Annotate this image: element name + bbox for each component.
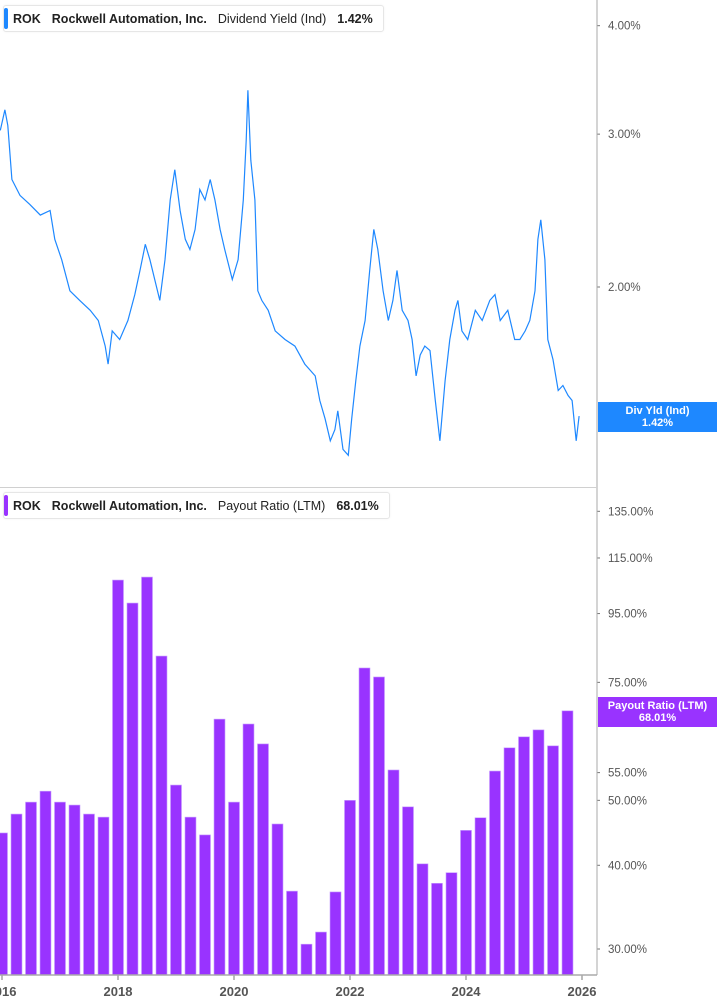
- payout-bar: [402, 806, 414, 976]
- tag-label: Div Yld (Ind): [625, 405, 690, 417]
- payout-bar: [54, 801, 66, 976]
- payout-bar: [141, 576, 153, 976]
- x-tick-label: 2016: [0, 984, 16, 999]
- dividend-yield-legend[interactable]: ROK Rockwell Automation, Inc. Dividend Y…: [3, 5, 384, 32]
- dividend-yield-last-value-tag: Div Yld (Ind) 1.42%: [598, 402, 717, 432]
- payout-bar: [460, 830, 472, 976]
- payout-bar: [170, 784, 182, 976]
- metric-value: 68.01%: [336, 498, 379, 513]
- x-tick-label: 2026: [568, 984, 597, 999]
- payout-bar: [112, 579, 124, 976]
- company-name: Rockwell Automation, Inc.: [51, 498, 207, 513]
- payout-bar: [358, 667, 371, 976]
- y-tick-label: 40.00%: [608, 860, 647, 872]
- payout-bar: [213, 718, 226, 976]
- tag-label: Payout Ratio (LTM): [607, 700, 708, 712]
- metric-name: Dividend Yield (Ind): [217, 11, 327, 26]
- payout-bar: [489, 770, 501, 976]
- payout-bar: [474, 817, 487, 976]
- x-tick-label: 2020: [220, 984, 249, 999]
- y-tick-label: 115.00%: [608, 553, 653, 565]
- tag-value: 1.42%: [641, 417, 674, 429]
- payout-bar: [416, 863, 429, 976]
- payout-ratio-last-value-tag: Payout Ratio (LTM) 68.01%: [598, 697, 717, 727]
- payout-ratio-panel: 135.00% 115.00% 95.00% 75.00% 55.00% 50.00% 40…: [0, 506, 653, 999]
- payout-bar: [184, 816, 197, 976]
- ticker: ROK: [13, 498, 41, 513]
- y-tick-label: 75.00%: [608, 677, 647, 689]
- payout-ratio-legend[interactable]: ROK Rockwell Automation, Inc. Payout Rat…: [3, 492, 390, 519]
- payout-bar: [547, 745, 559, 976]
- payout-bar: [271, 823, 284, 976]
- payout-bar: [257, 743, 269, 976]
- payout-bar: [300, 943, 313, 976]
- metric-value: 1.42%: [337, 11, 373, 26]
- x-tick-label: 2024: [452, 984, 482, 999]
- payout-bar: [126, 602, 139, 976]
- payout-bar: [315, 931, 327, 976]
- payout-bar: [431, 882, 443, 976]
- payout-bar: [373, 676, 385, 976]
- payout-bar: [97, 816, 110, 976]
- payout-bar: [387, 769, 400, 976]
- y-tick-label: 95.00%: [608, 609, 647, 621]
- tag-value: 68.01%: [638, 712, 677, 724]
- metric-name: Payout Ratio (LTM): [217, 498, 326, 513]
- payout-bar: [503, 747, 516, 976]
- x-tick-label: 2022: [336, 984, 365, 999]
- payout-bar: [518, 736, 530, 976]
- payout-bar: [286, 890, 298, 976]
- dividend-yield-panel: 4.00% 3.00% 2.00%: [0, 21, 641, 457]
- payout-bar: [0, 832, 8, 976]
- dividend-yield-line: [0, 90, 580, 457]
- payout-bar: [155, 655, 168, 976]
- payout-bar: [10, 813, 23, 976]
- series-color-swatch: [4, 495, 8, 516]
- payout-bar: [561, 710, 574, 976]
- y-tick-label: 2.00%: [608, 282, 641, 294]
- payout-bar: [344, 800, 356, 976]
- series-color-swatch: [4, 8, 8, 29]
- payout-bar: [532, 729, 545, 976]
- ticker: ROK: [13, 11, 41, 26]
- y-tick-label: 135.00%: [608, 506, 653, 518]
- x-tick-label: 2018: [104, 984, 133, 999]
- payout-bar: [68, 804, 81, 976]
- y-tick-label: 55.00%: [608, 768, 647, 780]
- y-tick-label: 4.00%: [608, 21, 641, 33]
- payout-bar: [329, 891, 342, 976]
- payout-bar: [199, 834, 211, 976]
- y-tick-label: 3.00%: [608, 129, 641, 141]
- company-name: Rockwell Automation, Inc.: [51, 11, 207, 26]
- payout-bar: [25, 801, 37, 976]
- payout-bar: [228, 801, 240, 976]
- payout-bar: [39, 790, 52, 976]
- payout-bar: [445, 872, 458, 976]
- payout-bar: [83, 813, 95, 976]
- y-tick-label: 50.00%: [608, 795, 647, 807]
- payout-bar: [242, 723, 255, 976]
- y-tick-label: 30.00%: [608, 944, 647, 956]
